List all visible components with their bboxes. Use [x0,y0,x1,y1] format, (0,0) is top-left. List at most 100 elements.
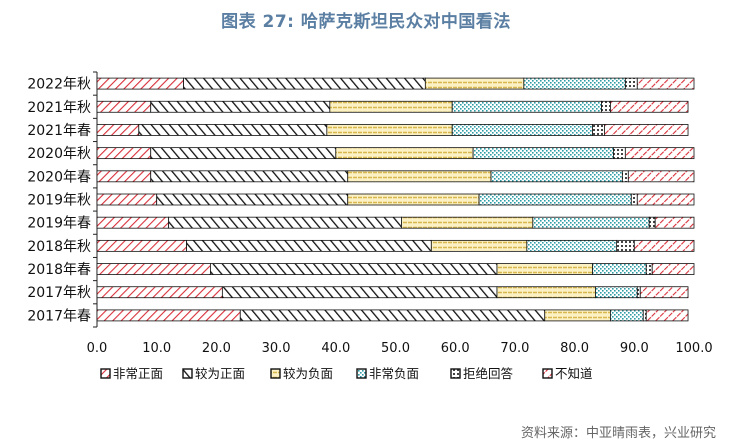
legend-swatch [542,368,553,379]
legend-swatch [100,368,111,379]
bar-segment-2-2 [150,100,331,113]
bar-segment-9-3 [496,263,593,275]
bar-segment-10-2 [221,286,498,299]
legend-label: 拒绝回答 [463,366,514,381]
bar-segment-8-2 [186,239,432,252]
bar-segment-5-2 [150,170,349,183]
bar-segment-8-6 [633,239,695,252]
category-label: 2018年秋 [27,239,91,255]
bar-segment-6-6 [636,193,695,206]
bar-segment-10-5 [636,286,641,299]
x-tick-label: 70.0 [500,341,529,356]
bar-segment-6-2 [156,193,349,206]
bar-segment-4-2 [150,147,337,160]
bar-segment-4-1 [96,147,152,160]
bar-segment-9-6 [651,263,695,275]
x-tick-label: 10.0 [142,341,171,356]
bar-segment-2-4 [451,100,602,113]
x-tick-label: 40.0 [321,341,350,356]
bar-segment-7-2 [168,216,402,229]
category-label: 2021年秋 [27,100,91,116]
bar-segment-5-1 [96,170,152,183]
bar-segment-7-1 [96,216,170,229]
legend-label: 较为正面 [195,366,245,381]
legend-swatch [182,368,193,379]
bar-segment-1-2 [183,77,426,90]
bar-segment-2-5 [601,100,611,113]
bar-segment-11-1 [96,309,241,322]
legend-swatch [356,368,367,379]
bar-segment-2-6 [610,100,689,113]
chart-title: 图表 27: 哈萨克斯坦民众对中国看法 [221,12,511,32]
x-tick-label: 80.0 [560,341,589,356]
bar-segment-8-3 [430,239,528,252]
bar-segment-7-4 [532,216,650,229]
legend-label: 非常负面 [369,366,419,381]
x-tick-label: 30.0 [262,341,291,356]
category-label: 2019年春 [27,216,91,232]
x-tick-label: 50.0 [381,341,410,356]
bar-segment-3-6 [604,124,689,136]
bar-segment-7-5 [648,216,656,229]
category-label: 2020年春 [27,169,91,185]
legend-label: 不知道 [555,366,593,381]
bar-segment-6-5 [630,193,638,206]
bar-segment-4-6 [624,147,695,160]
x-tick-label: 60.0 [441,341,470,356]
bar-segment-6-4 [478,193,632,206]
bar-segment-11-6 [645,309,689,322]
bar-segment-4-3 [335,147,474,160]
bar-segment-11-5 [642,309,647,322]
bar-segment-3-3 [326,124,453,136]
bar-segment-11-4 [610,309,644,322]
category-label: 2019年秋 [27,193,91,209]
x-tick-label: 20.0 [202,341,231,356]
bar-segment-7-3 [401,216,534,229]
bar-segment-4-5 [613,147,626,160]
bar-segment-3-2 [138,124,328,136]
x-tick-label: 0.0 [87,341,108,356]
bar-segment-9-1 [96,263,211,275]
category-label: 2020年秋 [27,146,91,162]
bar-segment-3-4 [451,124,593,136]
bar-segment-9-5 [645,263,653,275]
bar-segment-9-2 [210,263,498,275]
bar-segment-4-4 [472,147,614,160]
category-label: 2018年春 [27,262,91,278]
legend-label: 非常正面 [113,366,163,381]
bar-segment-7-6 [654,216,695,229]
category-label: 2017年秋 [27,285,91,301]
bar-segment-5-6 [627,170,695,183]
x-tick-label: 90.0 [620,341,649,356]
bar-segment-1-1 [96,77,184,90]
bar-segment-1-6 [636,77,695,90]
legend-label: 较为负面 [283,366,333,381]
bar-segment-3-5 [592,124,605,136]
bar-segment-10-3 [496,286,596,299]
bar-segment-10-6 [639,286,689,299]
category-label: 2022年秋 [27,77,91,93]
bar-segment-11-2 [239,309,546,322]
bar-segment-3-1 [96,124,140,136]
category-label: 2021年春 [27,123,91,139]
bar-segment-11-3 [544,309,611,322]
bar-segment-8-5 [615,239,635,252]
bar-segment-5-4 [490,170,623,183]
bar-segment-6-1 [96,193,158,206]
x-tick-label: 100.0 [675,341,712,356]
legend-swatch [450,368,461,379]
bar-segment-8-1 [96,239,187,252]
bar-segment-6-3 [347,193,480,206]
bar-segment-5-5 [621,170,629,183]
bar-segment-5-3 [347,170,492,183]
bar-segment-1-4 [523,77,626,90]
legend-swatch [270,368,281,379]
bar-segment-1-5 [624,77,638,90]
bar-segment-10-4 [595,286,638,299]
source-note: 资料来源：中亚晴雨表，兴业研究 [520,426,716,441]
bar-segment-1-3 [424,77,525,90]
bar-segment-9-4 [592,263,647,275]
bar-segment-2-3 [329,100,453,113]
category-label: 2017年春 [27,308,91,324]
